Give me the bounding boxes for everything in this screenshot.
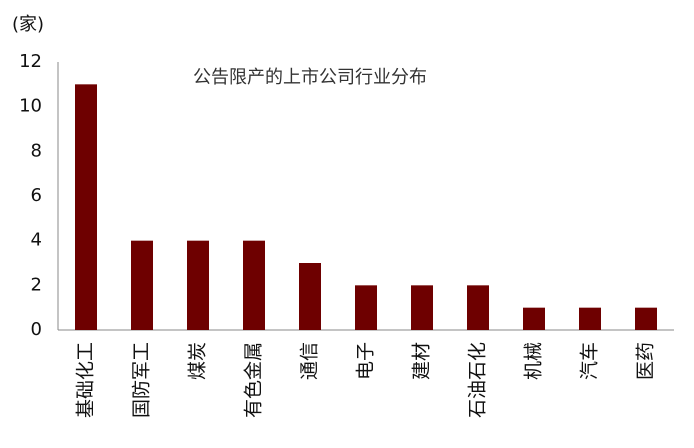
x-tick-label: 医药 [635,342,657,380]
x-tick-label: 通信 [299,342,321,380]
y-tick-label: 2 [31,274,42,295]
x-tick-label: 建材 [411,342,433,380]
bar [243,240,265,330]
y-tick-label: 10 [19,96,42,117]
y-tick-label: 0 [31,319,42,340]
bar [187,240,209,330]
x-tick-label: 基础化工 [75,342,97,418]
bar [131,240,153,330]
bar [579,307,601,330]
bar [411,285,433,330]
chart-title: 公告限产的上市公司行业分布 [193,67,427,88]
bar [523,307,545,330]
x-tick-label: 汽车 [579,342,601,380]
x-tick-label: 国防军工 [131,342,153,418]
y-axis-label: (家) [12,14,44,35]
x-tick-label: 机械 [523,342,545,380]
x-tick-label: 电子 [355,342,377,380]
x-tick-label: 石油石化 [467,342,489,418]
y-tick-label: 8 [31,140,42,161]
bar [635,307,657,330]
bar [299,263,321,330]
bar [355,285,377,330]
bar [75,84,97,330]
x-tick-label: 煤炭 [187,342,209,380]
y-tick-label: 12 [19,51,42,72]
y-tick-label: 4 [31,230,42,251]
x-tick-label: 有色金属 [243,342,265,418]
bar [467,285,489,330]
y-tick-label: 6 [31,185,42,206]
